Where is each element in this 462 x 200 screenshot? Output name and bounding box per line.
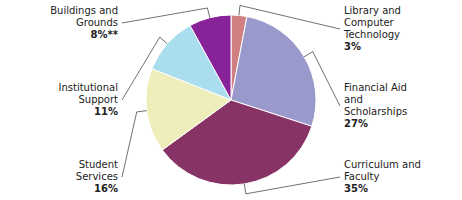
- slice-label: Library andComputerTechnology3%: [343, 5, 401, 52]
- category-label: Library and: [344, 5, 401, 16]
- category-label: Scholarships: [344, 106, 407, 117]
- category-label: Buildings and: [50, 5, 118, 16]
- chart: Library andComputerTechnology3% Financial…: [0, 0, 462, 200]
- slice-label: Financial AidandScholarships27%: [344, 82, 407, 129]
- category-label: Grounds: [76, 17, 118, 28]
- category-label: Faculty: [344, 171, 379, 182]
- category-label: Curriculum and: [344, 159, 421, 170]
- slice-label: InstitutionalSupport11%: [58, 82, 118, 117]
- leader-line: [239, 5, 340, 29]
- value-label: 16%: [94, 183, 118, 194]
- leader-line: [122, 37, 167, 100]
- slice: [190, 15, 231, 100]
- category-label: Technology: [343, 29, 400, 40]
- category-label: Support: [78, 94, 118, 105]
- leader-line: [304, 52, 340, 106]
- slice-label: Buildings andGrounds8%**: [50, 5, 119, 40]
- pie: [146, 15, 316, 185]
- slice-label: Curriculum andFaculty35%: [344, 159, 421, 194]
- value-label: 27%: [344, 118, 368, 129]
- category-label: Student: [79, 159, 118, 170]
- leader-line: [244, 177, 340, 194]
- leader-line: [122, 8, 210, 23]
- value-label: 35%: [344, 183, 368, 194]
- category-label: Services: [76, 171, 118, 182]
- category-label: Financial Aid: [344, 82, 407, 93]
- labels: Library andComputerTechnology3% Financial…: [50, 5, 421, 194]
- leader-lines: [122, 5, 340, 193]
- category-label: Institutional: [58, 82, 118, 93]
- leader-line: [122, 111, 147, 177]
- value-label: 11%: [94, 106, 118, 117]
- category-label: and: [344, 94, 363, 105]
- value-label: 8%**: [91, 29, 119, 40]
- category-label: Computer: [344, 17, 395, 28]
- value-label: 3%: [344, 41, 361, 52]
- slice-label: StudentServices16%: [76, 159, 118, 194]
